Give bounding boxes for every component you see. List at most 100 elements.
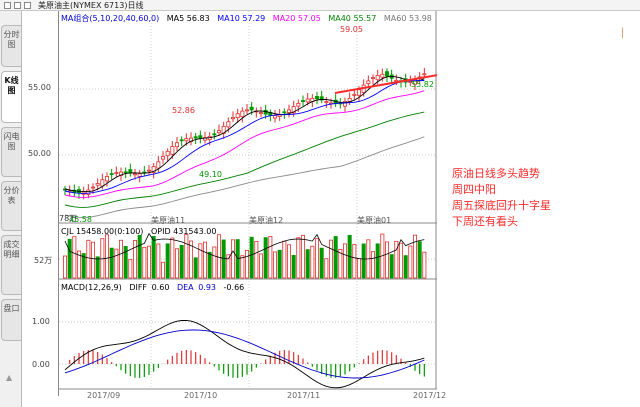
candle-body bbox=[147, 169, 152, 172]
volume-bar bbox=[263, 237, 268, 279]
candle-body bbox=[170, 146, 175, 155]
volume-bar bbox=[338, 249, 343, 279]
contract-label-12: 美原油12 bbox=[249, 216, 284, 225]
candle-body bbox=[100, 179, 105, 187]
price-tick-55: 55.00 bbox=[28, 83, 51, 92]
macd-name-label: MACD(12,26,9) bbox=[61, 283, 122, 292]
annotation-line-1: 原油日线多头趋势 bbox=[452, 167, 540, 180]
tab-price-table-label: 分价表 bbox=[3, 186, 20, 205]
window-close-icon[interactable] bbox=[24, 2, 31, 9]
candle-body bbox=[263, 109, 268, 115]
volume-bar bbox=[188, 240, 193, 279]
trend-arrow-line bbox=[334, 74, 437, 94]
candle-body bbox=[86, 189, 91, 195]
volume-bar bbox=[300, 234, 305, 279]
macd-legend: MACD(12,26,9) DIFF 0.60 DEA 0.93 -0.66 bbox=[61, 283, 249, 292]
candle-body bbox=[422, 73, 427, 76]
candle-body bbox=[105, 176, 110, 182]
side-tabs: 分时图 K线图 闪电图 分价表 成交明细 盘口 ▲ bbox=[0, 11, 22, 407]
volume-bar bbox=[109, 247, 114, 279]
candle-body bbox=[314, 96, 319, 100]
volume-bar bbox=[394, 240, 399, 279]
volume-bar bbox=[328, 239, 333, 279]
candle-body bbox=[370, 77, 375, 80]
ma40-label: MA40 55.57 bbox=[328, 14, 377, 23]
volume-bar bbox=[123, 246, 128, 279]
low-price-label: 49.10 bbox=[199, 170, 222, 179]
volume-bar bbox=[142, 246, 147, 279]
candle-body bbox=[319, 96, 324, 101]
candle-body bbox=[300, 100, 305, 102]
candle-body bbox=[165, 150, 170, 157]
volume-tick-78: 78万 bbox=[59, 214, 78, 223]
mid-price-label: 52.86 bbox=[172, 106, 195, 115]
volume-bar bbox=[165, 243, 170, 279]
ma-legend: MA组合(5,10,20,40,60,0) MA5 56.83 MA10 57.… bbox=[61, 13, 437, 24]
volume-bar bbox=[76, 250, 81, 279]
candle-body bbox=[119, 171, 124, 176]
candle-body bbox=[356, 89, 361, 96]
volume-bar bbox=[67, 238, 72, 279]
volume-bar bbox=[249, 236, 254, 279]
volume-bar bbox=[86, 239, 91, 279]
volume-bar bbox=[91, 241, 96, 279]
volume-bar bbox=[119, 239, 124, 279]
ma5-line bbox=[64, 75, 425, 193]
volume-bar bbox=[422, 251, 427, 279]
volume-bar bbox=[258, 253, 263, 279]
volume-bar bbox=[230, 239, 235, 279]
window-min-icon[interactable] bbox=[4, 2, 11, 9]
candle-body bbox=[272, 115, 277, 119]
candle-body bbox=[305, 98, 310, 103]
candle-body bbox=[380, 73, 385, 78]
candle-body bbox=[235, 113, 240, 118]
candle-body bbox=[366, 80, 371, 84]
annotation-line-2: 周四中阳 bbox=[452, 183, 496, 196]
current-price-label: 55.82 bbox=[411, 80, 434, 89]
volume-bar bbox=[272, 251, 277, 279]
macd-diff-line bbox=[64, 319, 425, 389]
candle-body bbox=[291, 106, 296, 114]
volume-bar bbox=[212, 246, 217, 279]
volume-bar bbox=[408, 245, 413, 279]
volume-bar bbox=[179, 245, 184, 279]
tab-flash[interactable]: 闪电图 bbox=[1, 127, 21, 177]
volume-bar bbox=[207, 251, 212, 279]
ma-lines-group bbox=[64, 75, 425, 218]
volume-bar bbox=[161, 261, 166, 279]
volume-bar bbox=[244, 249, 249, 279]
tab-trade-detail-label: 成交明细 bbox=[3, 240, 20, 259]
volume-bar bbox=[319, 247, 324, 279]
candle-body bbox=[151, 166, 156, 173]
window-title: 美原油主(NYMEX 6713)日线 bbox=[38, 1, 144, 10]
volume-bar bbox=[384, 241, 389, 279]
macd-value: -0.66 bbox=[223, 283, 245, 292]
tab-intraday[interactable]: 分时图 bbox=[1, 25, 21, 67]
tab-trade-detail[interactable]: 成交明细 bbox=[1, 235, 21, 295]
diff-title: DIFF bbox=[129, 283, 148, 292]
volume-bar bbox=[184, 234, 189, 279]
tab-price-table[interactable]: 分价表 bbox=[1, 181, 21, 231]
volume-bar bbox=[305, 249, 310, 279]
tab-orderbook[interactable]: 盘口 bbox=[1, 299, 21, 341]
kline-chart-area[interactable]: MA组合(5,10,20,40,60,0) MA5 56.83 MA10 57.… bbox=[58, 11, 446, 400]
volume-bar bbox=[417, 241, 422, 279]
tab-kline[interactable]: K线图 bbox=[1, 71, 21, 123]
window-restore-icon[interactable] bbox=[14, 2, 21, 9]
contract-label-01: 美原油01 bbox=[357, 216, 392, 225]
tab-intraday-label: 分时图 bbox=[3, 30, 20, 49]
candle-body bbox=[109, 173, 114, 175]
kline-chart-canvas[interactable] bbox=[59, 11, 437, 396]
volume-bar bbox=[324, 258, 329, 279]
volume-bar bbox=[137, 234, 142, 279]
scroll-arrow-icon[interactable]: ▲ bbox=[6, 373, 13, 382]
candle-body bbox=[352, 93, 357, 96]
volume-bar bbox=[156, 243, 161, 279]
ma5-label: MA5 56.83 bbox=[166, 14, 210, 23]
contract-label-11: 美原油11 bbox=[151, 216, 186, 225]
volume-bar bbox=[95, 256, 100, 279]
volume-bar bbox=[147, 245, 152, 279]
left-axis: 55.00 50.00 52万 1.00 0.00 bbox=[22, 11, 58, 407]
candle-body bbox=[226, 121, 231, 128]
volume-bar bbox=[216, 234, 221, 279]
